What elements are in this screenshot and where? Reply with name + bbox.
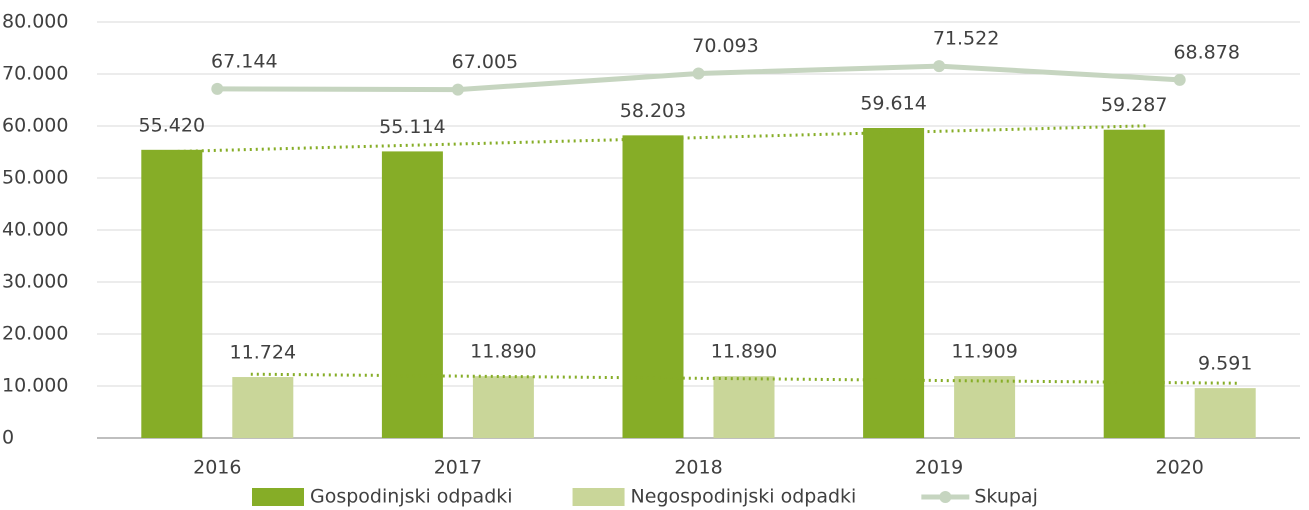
legend-label: Negospodinjski odpadki [631, 486, 857, 508]
bar [713, 376, 775, 438]
data-label: 55.114 [379, 116, 445, 138]
data-label: 11.909 [951, 341, 1017, 363]
data-label: 67.144 [211, 50, 277, 72]
legend-label: Gospodinjski odpadki [310, 486, 513, 508]
legend-label: Skupaj [974, 486, 1038, 508]
data-label: 59.614 [860, 93, 926, 115]
x-tick-label: 2016 [193, 457, 241, 479]
y-tick-label: 40.000 [2, 219, 68, 241]
legend-swatch [572, 488, 625, 506]
bar [381, 151, 443, 438]
line-marker [451, 83, 464, 96]
data-label: 59.287 [1101, 94, 1167, 116]
line-marker [692, 67, 705, 80]
x-tick-label: 2017 [434, 457, 482, 479]
y-tick-label: 10.000 [2, 375, 68, 397]
line-marker [933, 60, 946, 73]
y-tick-label: 30.000 [2, 271, 68, 293]
data-label: 9.591 [1198, 353, 1252, 375]
trendline [250, 372, 1238, 385]
bar [622, 135, 684, 438]
y-tick-label: 50.000 [2, 167, 68, 189]
trendline [159, 124, 1147, 154]
y-tick-label: 80.000 [2, 11, 68, 33]
bar [954, 376, 1016, 438]
x-tick-label: 2018 [674, 457, 722, 479]
data-label: 11.890 [470, 341, 536, 363]
bar [141, 149, 203, 439]
line-marker [211, 82, 224, 95]
bar [232, 377, 294, 438]
bar [863, 128, 925, 438]
bar [472, 376, 534, 438]
y-tick-label: 70.000 [2, 63, 68, 85]
data-label: 70.093 [692, 35, 758, 57]
y-tick-label: 0 [2, 427, 14, 449]
data-label: 67.005 [452, 51, 518, 73]
data-label: 11.890 [711, 341, 777, 363]
bar [1194, 388, 1256, 438]
data-label: 68.878 [1173, 41, 1239, 63]
x-tick-label: 2020 [1156, 457, 1204, 479]
data-label: 58.203 [620, 100, 686, 122]
data-label: 71.522 [933, 28, 999, 50]
legend-swatch [939, 491, 952, 503]
line-marker [1173, 73, 1186, 86]
data-label: 11.724 [230, 342, 296, 364]
data-label: 55.420 [139, 114, 205, 136]
y-tick-label: 20.000 [2, 323, 68, 345]
y-tick-label: 60.000 [2, 115, 68, 137]
x-tick-label: 2019 [915, 457, 963, 479]
legend-swatch [252, 488, 304, 506]
bar [1103, 129, 1165, 439]
